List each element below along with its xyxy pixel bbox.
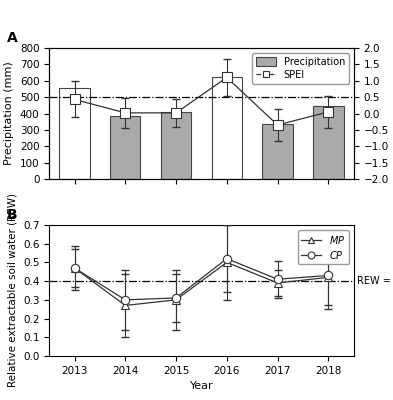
Text: B: B (6, 208, 17, 222)
Bar (313, 106, 343, 179)
Y-axis label: Relative extractable soil water (REW): Relative extractable soil water (REW) (7, 194, 17, 388)
Y-axis label: Precipitation (mm): Precipitation (mm) (4, 62, 14, 166)
Bar (263, 124, 293, 179)
Legend: $\it{MP}$, $\it{CP}$: $\it{MP}$, $\it{CP}$ (298, 230, 349, 264)
Bar (211, 78, 242, 179)
Bar (59, 88, 90, 179)
X-axis label: Year: Year (189, 381, 213, 391)
Text: REW = 0.4: REW = 0.4 (357, 276, 393, 286)
Legend: Precipitation, SPEI: Precipitation, SPEI (252, 53, 349, 84)
Bar (161, 112, 191, 179)
Text: A: A (6, 31, 17, 45)
Bar (110, 116, 141, 179)
